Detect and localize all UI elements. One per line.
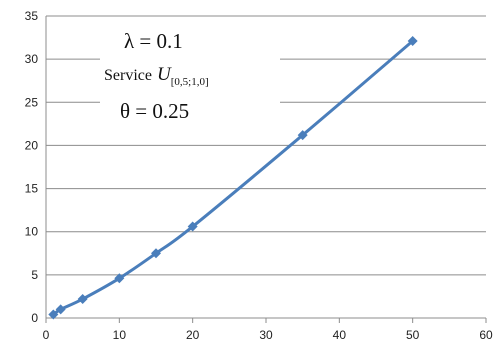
series-group bbox=[48, 36, 418, 320]
x-tick-label: 50 bbox=[406, 328, 420, 342]
x-tick-label: 20 bbox=[186, 328, 200, 342]
annotation-service-symbol: U bbox=[157, 64, 172, 85]
annotation-lambda: λ = 0.1 bbox=[124, 29, 183, 53]
x-tick-label: 40 bbox=[333, 328, 347, 342]
axes bbox=[45, 16, 487, 323]
x-tick-label: 60 bbox=[479, 328, 493, 342]
data-point-marker bbox=[187, 221, 198, 232]
y-tick-label: 30 bbox=[25, 52, 39, 66]
y-tick-label: 25 bbox=[25, 95, 39, 109]
x-tick-labels: 0 10 20 30 40 50 60 bbox=[43, 328, 493, 342]
annotation-background bbox=[100, 22, 280, 132]
data-point-marker bbox=[297, 130, 308, 141]
annotation-service-prefix: Service bbox=[104, 67, 152, 84]
data-point-marker bbox=[114, 273, 125, 284]
data-point-marker bbox=[151, 248, 161, 259]
y-tick-labels: 0 5 10 15 20 25 30 35 bbox=[25, 9, 39, 325]
y-tick-label: 20 bbox=[25, 138, 39, 152]
y-tick-label: 35 bbox=[25, 9, 39, 23]
y-tick-label: 15 bbox=[25, 182, 39, 196]
data-point-marker bbox=[48, 309, 59, 320]
annotation-block: λ = 0.1 Service U[0,5;1,0] θ = 0.25 bbox=[100, 22, 280, 132]
data-point-marker bbox=[407, 36, 418, 47]
y-tick-label: 10 bbox=[25, 225, 39, 239]
y-tick-label: 5 bbox=[31, 268, 38, 282]
annotation-theta: θ = 0.25 bbox=[120, 99, 189, 123]
annotation-service: Service U[0,5;1,0] bbox=[104, 64, 209, 88]
annotation-service-subscript: [0,5;1,0] bbox=[171, 76, 209, 88]
data-point-marker bbox=[55, 304, 66, 315]
x-tick-label: 30 bbox=[259, 328, 273, 342]
x-tick-label: 10 bbox=[113, 328, 127, 342]
x-tick-label: 0 bbox=[43, 328, 50, 342]
y-tick-label: 0 bbox=[31, 311, 38, 325]
data-point-marker bbox=[77, 294, 88, 305]
